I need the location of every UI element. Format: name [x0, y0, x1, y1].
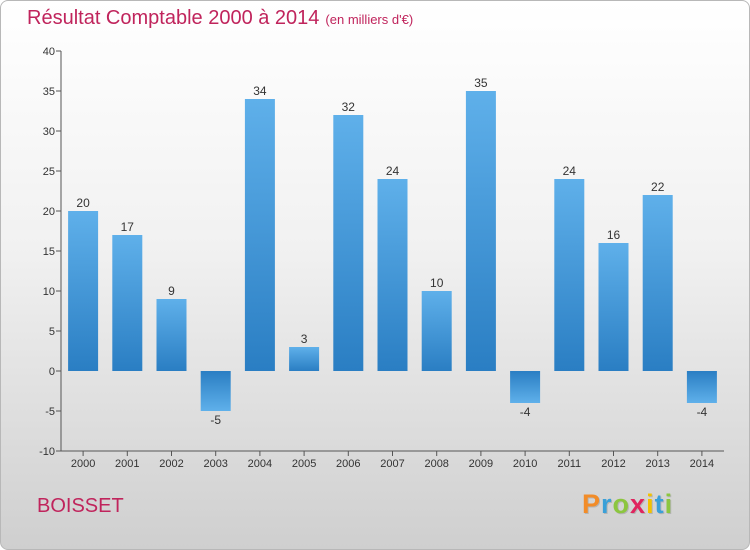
value-label-2004: 34: [253, 84, 267, 98]
bar-2003: [200, 371, 231, 411]
x-tick-label-2010: 2010: [513, 458, 537, 470]
x-tick-label-2007: 2007: [380, 458, 404, 470]
y-tick-label: 40: [43, 46, 55, 58]
bar-2001: [112, 235, 143, 371]
x-tick-label-2003: 2003: [203, 458, 227, 470]
y-tick-label: 5: [49, 326, 55, 338]
y-tick-label: 10: [43, 286, 55, 298]
logo-letter: x: [630, 489, 647, 519]
value-label-2001: 17: [121, 220, 135, 234]
value-label-2003: -5: [210, 413, 221, 427]
logo-letter: r: [601, 489, 613, 519]
bar-2004: [244, 99, 275, 371]
bar-2013: [642, 195, 673, 371]
chart-title: Résultat Comptable 2000 à 2014 (en millie…: [27, 7, 413, 30]
commune-name: BOISSET: [37, 495, 124, 517]
x-tick-label-2014: 2014: [690, 458, 714, 470]
value-label-2008: 10: [430, 276, 444, 290]
value-label-2013: 22: [651, 180, 665, 194]
proxiti-logo: Proxiti: [582, 489, 673, 520]
value-label-2010: -4: [520, 405, 531, 419]
x-tick-label-2005: 2005: [292, 458, 316, 470]
value-label-2014: -4: [697, 405, 708, 419]
x-tick-label-2008: 2008: [424, 458, 448, 470]
logo-letter: P: [582, 489, 602, 519]
y-tick-label: -10: [39, 446, 55, 458]
x-tick-label-2000: 2000: [71, 458, 95, 470]
bar-2008: [421, 291, 452, 371]
title-text: Résultat Comptable 2000 à 2014: [27, 7, 320, 29]
bar-2005: [289, 347, 320, 371]
x-tick-label-2009: 2009: [469, 458, 493, 470]
y-tick-label: 35: [43, 86, 55, 98]
x-tick-label-2011: 2011: [557, 458, 581, 470]
x-tick-label-2013: 2013: [645, 458, 669, 470]
bar-2010: [510, 371, 541, 403]
value-label-2005: 3: [301, 332, 308, 346]
x-tick-label-2001: 2001: [115, 458, 139, 470]
y-tick-label: 20: [43, 206, 55, 218]
y-tick-label: 0: [49, 366, 55, 378]
logo-letter: i: [664, 489, 674, 519]
value-label-2000: 20: [76, 196, 90, 210]
value-label-2002: 9: [168, 284, 175, 298]
bar-2006: [333, 115, 364, 371]
bar-2000: [68, 211, 99, 371]
value-label-2009: 35: [474, 76, 488, 90]
logo-letter: t: [654, 489, 665, 519]
y-tick-label: 25: [43, 166, 55, 178]
x-tick-label-2012: 2012: [601, 458, 625, 470]
bar-2009: [465, 91, 496, 371]
bar-2014: [686, 371, 717, 403]
x-tick-label-2004: 2004: [248, 458, 272, 470]
x-tick-label-2002: 2002: [159, 458, 183, 470]
value-label-2012: 16: [607, 228, 621, 242]
x-tick-label-2006: 2006: [336, 458, 360, 470]
logo-letter: i: [646, 489, 655, 519]
value-label-2011: 24: [563, 164, 577, 178]
y-tick-label: 30: [43, 126, 55, 138]
chart-subtitle: (en milliers d'€): [325, 12, 414, 27]
logo-letter: o: [612, 489, 631, 519]
value-label-2006: 32: [342, 100, 356, 114]
bar-2011: [554, 179, 585, 371]
value-label-2007: 24: [386, 164, 400, 178]
bar-2002: [156, 299, 187, 371]
y-tick-label: 15: [43, 246, 55, 258]
bar-2012: [598, 243, 629, 371]
bar-2007: [377, 179, 408, 371]
y-tick-label: -5: [45, 406, 55, 418]
